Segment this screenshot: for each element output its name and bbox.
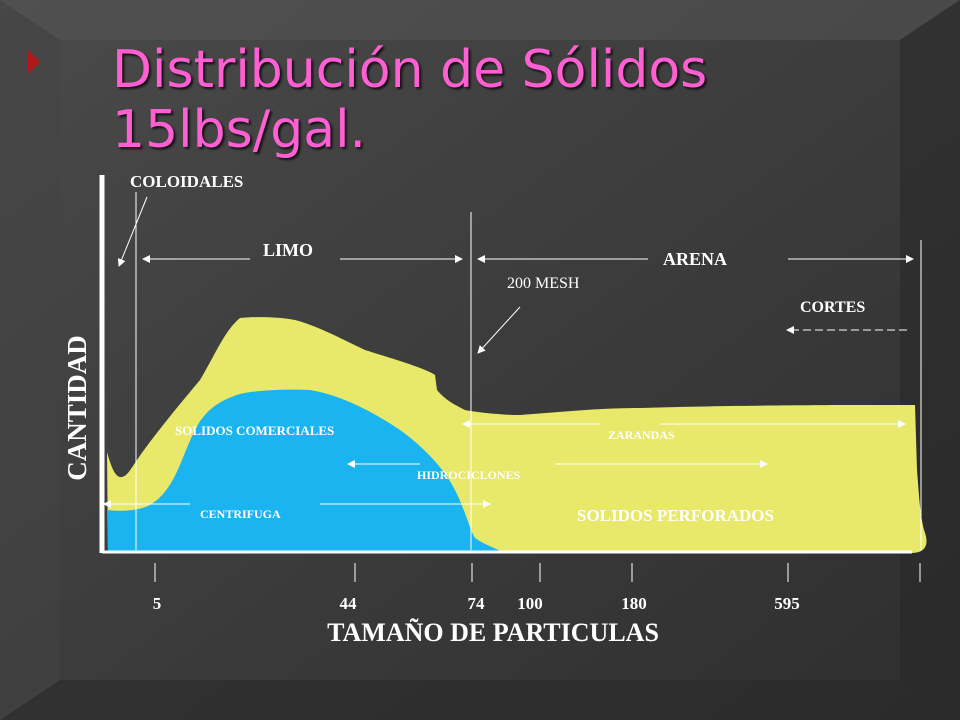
cortes-label: CORTES <box>800 299 865 316</box>
zarandas-label: ZARANDAS <box>608 428 675 442</box>
solidos-comerciales-label: SOLIDOS COMERCIALES <box>175 423 334 438</box>
limo-label: LIMO <box>263 240 313 260</box>
centrifuga-label: CENTRIFUGA <box>200 507 281 521</box>
arena-label: ARENA <box>663 249 727 269</box>
mesh-200-pointer-arrow <box>477 306 521 354</box>
tick-label-180: 180 <box>621 594 647 613</box>
solidos-perforados-label: SOLIDOS PERFORADOS <box>577 506 774 525</box>
tick-label-44: 44 <box>340 594 358 613</box>
coloidales-pointer-arrow <box>117 196 148 267</box>
mesh-200-label: 200 MESH <box>507 275 580 292</box>
slide-title: Distribución de Sólidos 15lbs/gal. <box>112 40 932 160</box>
title-line-2: 15lbs/gal. <box>112 100 367 160</box>
tick-label-74: 74 <box>468 594 486 613</box>
bullet-arrow-icon <box>28 50 40 74</box>
coloidales-label: COLOIDALES <box>130 172 243 191</box>
x-axis-label: TAMAÑO DE PARTICULAS <box>327 618 659 647</box>
tick-label-595: 595 <box>774 594 800 613</box>
blue-solids-area <box>107 389 505 553</box>
title-line-1: Distribución de Sólidos <box>112 40 708 100</box>
x-tick-marks <box>154 563 921 582</box>
hidrociclones-label: HIDROCICLONES <box>417 468 521 482</box>
tick-label-5: 5 <box>153 594 162 613</box>
tick-label-100: 100 <box>517 594 543 613</box>
y-axis-label: CANTIDAD <box>62 335 92 481</box>
